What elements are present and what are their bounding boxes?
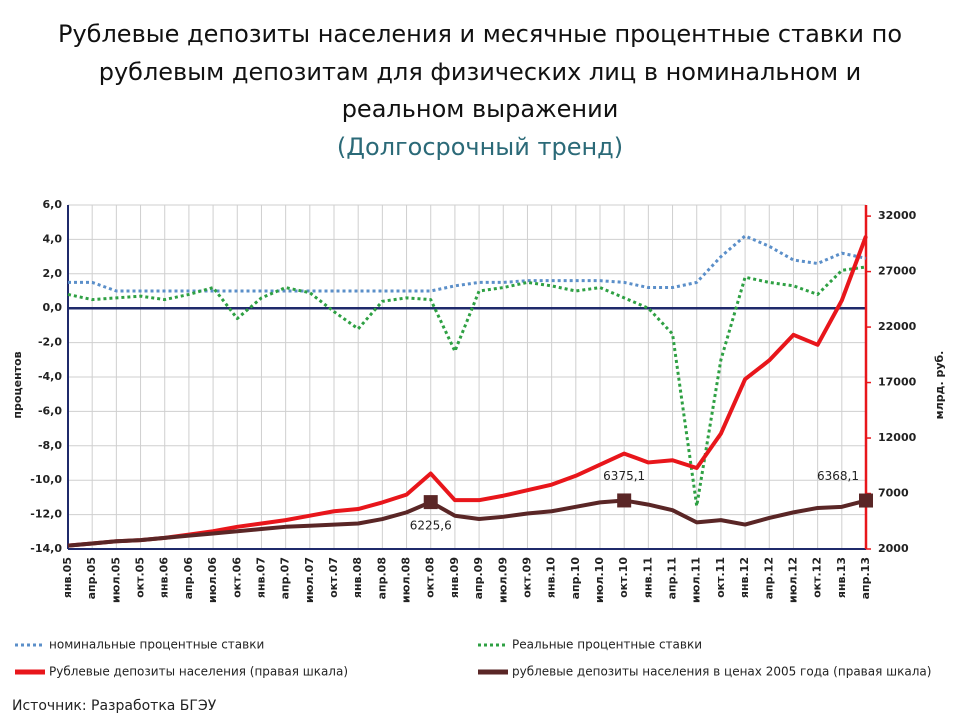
y-tick-label: -12,0 <box>30 508 62 521</box>
y-tick-label: 0,0 <box>43 301 63 314</box>
data-label: 6375,1 <box>603 469 645 483</box>
x-tick-label: янв.08 <box>351 557 364 598</box>
y2-tick-label: 17000 <box>878 376 917 389</box>
x-tick-label: апр.09 <box>472 557 485 599</box>
legend-label: рублевые депозиты населения в ценах 2005… <box>512 665 931 679</box>
y-tick-label: -4,0 <box>38 370 62 383</box>
x-tick-label: янв.11 <box>641 557 654 598</box>
y-axis-title: процентов <box>11 351 24 418</box>
series-line <box>67 498 867 548</box>
y-tick-label: -8,0 <box>38 439 62 452</box>
x-tick-label: апр.13 <box>859 557 872 599</box>
x-tick-label: окт.07 <box>327 557 340 598</box>
y2-tick-label: 12000 <box>878 431 917 444</box>
x-tick-label: апр.10 <box>569 557 582 600</box>
x-tick-label: янв.10 <box>545 557 558 598</box>
x-tick-label: янв.06 <box>158 557 171 598</box>
x-tick-label: окт.08 <box>424 557 437 598</box>
chart-title: рублевым депозитам для физических лиц в … <box>99 58 862 86</box>
y-tick-label: 2,0 <box>43 267 63 280</box>
y-tick-label: -10,0 <box>30 473 62 486</box>
legend-label: Реальные процентные ставки <box>512 638 702 652</box>
y2-axis-title: млрд. руб. <box>933 351 946 420</box>
chart-title: реальном выражении <box>342 95 619 123</box>
x-tick-label: окт.10 <box>617 557 630 598</box>
x-tick-label: янв.13 <box>835 557 848 598</box>
series-line <box>67 265 867 508</box>
y2-tick-label: 32000 <box>878 209 917 222</box>
y-tick-label: -14,0 <box>30 542 62 555</box>
x-tick-label: апр.12 <box>762 557 775 599</box>
x-tick-label: окт.09 <box>520 557 533 598</box>
x-tick-label: янв.07 <box>254 557 267 598</box>
point-marker <box>859 493 873 508</box>
x-tick-label: июл.10 <box>593 557 606 603</box>
y-tick-label: -2,0 <box>38 336 62 349</box>
series-line <box>67 235 868 548</box>
x-tick-label: окт.05 <box>134 557 147 598</box>
y2-tick-label: 22000 <box>878 320 917 333</box>
y2-tick-label: 7000 <box>878 487 909 500</box>
x-tick-label: июл.06 <box>206 557 219 603</box>
x-tick-label: июл.11 <box>690 557 703 603</box>
y-tick-label: -6,0 <box>38 404 62 417</box>
data-label: 6225,6 <box>410 519 452 533</box>
x-tick-label: апр.07 <box>279 557 292 599</box>
x-tick-label: янв.09 <box>448 557 461 598</box>
x-tick-label: янв.12 <box>738 557 751 598</box>
data-label: 6368,1 <box>817 469 859 483</box>
point-marker <box>617 493 632 508</box>
y2-tick-label: 27000 <box>878 265 917 278</box>
x-tick-label: янв.05 <box>61 557 74 598</box>
x-tick-label: июл.08 <box>400 557 413 603</box>
legend-label: Рублевые депозиты населения (правая шкал… <box>49 665 348 679</box>
y2-tick-label: 2000 <box>878 542 909 555</box>
x-tick-label: апр.11 <box>666 557 679 599</box>
x-tick-label: июл.12 <box>786 557 799 603</box>
x-tick-label: июл.05 <box>109 557 122 603</box>
x-tick-label: апр.05 <box>85 557 98 599</box>
x-tick-label: апр.08 <box>375 557 388 599</box>
point-marker <box>423 495 438 510</box>
chart-title: Рублевые депозиты населения и месячные п… <box>58 20 902 48</box>
x-tick-label: окт.12 <box>811 557 824 598</box>
chart-subtitle: (Долгосрочный тренд) <box>337 133 623 161</box>
x-tick-label: окт.06 <box>230 557 243 598</box>
x-tick-label: окт.11 <box>714 557 727 598</box>
y-tick-label: 6,0 <box>43 198 63 211</box>
y-tick-label: 4,0 <box>43 232 63 245</box>
x-tick-label: июл.07 <box>303 557 316 603</box>
source: Источник: Разработка БГЭУ <box>12 698 217 714</box>
x-tick-label: апр.06 <box>182 557 195 600</box>
series-line <box>68 234 867 293</box>
x-tick-label: июл.09 <box>496 557 509 603</box>
legend-label: номинальные процентные ставки <box>49 638 264 652</box>
